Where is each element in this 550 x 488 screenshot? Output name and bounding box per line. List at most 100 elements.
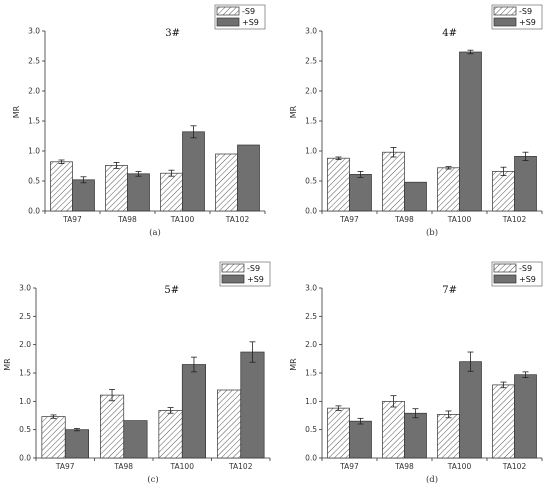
bar-minus-s9-ta102 [492,384,515,459]
y-tick-label: 2.0 [19,340,31,349]
bar-plus-s9-ta97 [64,429,89,459]
y-tick-label: 2.5 [19,312,31,321]
y-tick-label: 1.5 [19,369,31,378]
y-tick-label: 0.5 [19,425,31,434]
panel-label: (d) [426,474,438,485]
legend-label: -S9 [519,264,532,273]
x-tick-label: TA100 [170,462,195,471]
x-tick-label: TA98 [117,215,137,224]
y-tick-label: 0.0 [19,454,31,463]
y-tick-label: 1.0 [305,147,317,156]
bar-minus-s9-ta98 [99,394,125,459]
chart-panel-3: 0.0 0.5 1.0 1.5 2.0 2.5 3.0 MR 5# TA97 TA98 TA100 TA… [3,261,271,485]
legend-label: +S9 [242,18,259,27]
panel-label: (a) [149,227,161,238]
y-axis-label: MR [3,358,12,371]
y-tick-label: 0.0 [28,207,40,216]
y-tick-label: 2.0 [305,340,317,349]
chart-title: 7# [442,285,457,296]
x-tick-label: TA97 [62,215,82,224]
bar-plus-s9-ta98 [127,173,150,212]
bar-plus-s9-ta102 [240,351,265,459]
x-tick-label: TA97 [339,462,359,471]
y-tick-label: 1.5 [305,369,317,378]
legend: -S9+S9 [491,261,543,287]
bar-plus-s9-ta98 [404,181,427,212]
y-tick-label: 1.5 [28,117,40,126]
bar-plus-s9-ta97 [349,174,372,212]
bar-minus-s9-ta102 [215,153,238,212]
x-tick-label: TA102 [502,215,527,224]
legend-label: -S9 [519,7,532,16]
y-tick-label: 2.5 [28,57,40,66]
x-tick-label: TA97 [339,215,359,224]
y-tick-label: 2.5 [305,57,317,66]
y-tick-label: 2.0 [28,87,40,96]
legend-swatch [493,6,517,16]
bar-plus-s9-ta100 [181,364,206,459]
legend: -S9+S9 [491,4,543,30]
legend-label: +S9 [519,18,536,27]
bar-plus-s9-ta97 [349,420,372,459]
y-axis-label: MR [289,358,298,371]
x-tick-label: TA97 [55,462,75,471]
legend-swatch [493,274,517,284]
bar-minus-s9-ta97 [327,157,350,212]
bar-plus-s9-ta98 [123,420,148,459]
bar-plus-s9-ta97 [72,179,95,212]
y-tick-label: 1.0 [19,397,31,406]
y-tick-label: 1.0 [28,147,40,156]
panel-label: (c) [147,474,158,485]
bar-minus-s9-ta97 [327,407,350,459]
legend-swatch [221,263,245,273]
y-tick-label: 0.5 [28,177,40,186]
bar-minus-s9-ta98 [382,400,405,459]
legend-swatch [216,17,240,27]
bar-minus-s9-ta102 [492,171,515,212]
y-tick-label: 3.0 [305,27,317,36]
x-tick-label: TA100 [447,462,472,471]
bar-minus-s9-ta97 [41,416,66,459]
x-tick-label: TA98 [394,215,414,224]
bar-minus-s9-ta100 [437,414,460,459]
chart-title: 4# [442,28,457,39]
x-tick-label: TA102 [228,462,253,471]
bar-minus-s9-ta100 [437,167,460,212]
y-axis-label: MR [12,105,21,118]
bar-plus-s9-ta102 [237,144,260,212]
legend-label: -S9 [247,264,260,273]
x-tick-label: TA98 [113,462,133,471]
bar-minus-s9-ta98 [382,151,405,212]
bar-minus-s9-ta97 [50,161,73,212]
bar-plus-s9-ta100 [459,51,482,212]
chart-panel-1: 0.0 0.5 1.0 1.5 2.0 2.5 3.0 MR 3# TA97 TA98 TA100 TA… [12,4,266,238]
x-tick-label: TA100 [170,215,195,224]
chart-panel-4: 0.0 0.5 1.0 1.5 2.0 2.5 3.0 MR 7# TA97 TA98 TA100 TA… [289,261,543,485]
bar-minus-s9-ta100 [158,410,183,459]
legend-label: +S9 [247,275,264,284]
y-tick-label: 1.5 [305,117,317,126]
y-tick-label: 0.0 [305,207,317,216]
y-tick-label: 2.0 [305,87,317,96]
x-tick-label: TA100 [447,215,472,224]
chart-title: 5# [164,285,179,296]
legend-label: -S9 [242,7,255,16]
legend-label: +S9 [519,275,536,284]
legend-swatch [493,17,517,27]
bar-plus-s9-ta102 [514,156,537,212]
bar-plus-s9-ta102 [514,374,537,459]
x-tick-label: TA102 [502,462,527,471]
legend-swatch [216,6,240,16]
y-tick-label: 3.0 [28,27,40,36]
chart-title: 3# [165,28,180,39]
legend: -S9+S9 [219,261,271,287]
y-tick-label: 0.5 [305,177,317,186]
bar-minus-s9-ta98 [105,165,128,212]
y-tick-label: 3.0 [305,284,317,293]
y-axis-label: MR [289,105,298,118]
x-tick-label: TA98 [394,462,414,471]
bar-plus-s9-ta100 [182,131,205,212]
x-tick-label: TA102 [225,215,250,224]
bar-plus-s9-ta100 [459,361,482,459]
bar-plus-s9-ta98 [404,412,427,459]
